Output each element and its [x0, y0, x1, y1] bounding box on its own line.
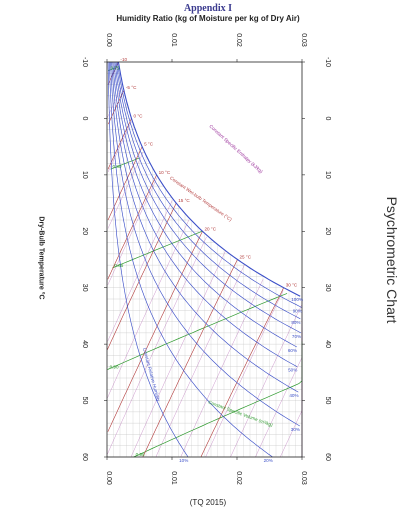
- rh-label: 10%: [179, 458, 188, 463]
- enthalpy-line: [255, 310, 303, 458]
- rh-line: [113, 61, 297, 348]
- volume-label: 0.75: [110, 65, 119, 70]
- humidity-tick-label-top: 0.00: [105, 33, 112, 47]
- app-title: Appendix I: [183, 3, 233, 14]
- wetbulb-line: [107, 146, 143, 221]
- volume-line: [107, 293, 288, 370]
- annotation-enthalpy: Constant Specific Enthalpy (kJ/kg): [208, 124, 264, 175]
- volume-line: [112, 230, 203, 269]
- enthalpy-line: [155, 265, 245, 458]
- wetbulb-label: 0 °C: [134, 113, 144, 118]
- enthalpy-line: [107, 152, 144, 229]
- enthalpy-lines: [106, 87, 303, 458]
- rh-label: 80%: [291, 320, 300, 325]
- wetbulb-label: -10: [120, 57, 127, 62]
- wetbulb-label: 30 °C: [286, 283, 298, 288]
- temp-tick-label-right: 30: [324, 284, 331, 292]
- wetbulb-line: [107, 231, 203, 432]
- wetbulb-label: 5 °C: [144, 142, 154, 147]
- rh-line: [110, 61, 300, 427]
- rh-label: 70%: [292, 334, 301, 339]
- rh-line: [115, 61, 301, 320]
- plot-border: [106, 61, 303, 458]
- temp-tick-label-right: 10: [324, 171, 331, 179]
- wetbulb-line: [200, 287, 284, 458]
- rh-line: [116, 61, 302, 308]
- humidity-tick-label-top: 0.03: [300, 33, 307, 47]
- rh-line: [111, 61, 299, 393]
- temp-tick-label-right: -10: [324, 57, 331, 67]
- rh-line: [117, 61, 301, 297]
- wetbulb-line: [107, 118, 132, 170]
- wetbulb-line: [107, 174, 157, 280]
- enthalpy-line: [130, 250, 226, 458]
- volume-line: [110, 157, 140, 170]
- wetbulb-label: 10 °C: [159, 170, 171, 175]
- temp-tick-label-right: 20: [324, 227, 331, 235]
- humidity-tick-label-top: 0.01: [170, 33, 177, 47]
- volume-label: 0.80: [113, 164, 122, 169]
- temp-tick-label-left: 30: [81, 284, 88, 292]
- temp-tick-label-right: 40: [324, 340, 331, 348]
- rh-label: 100%: [291, 297, 303, 302]
- volume-label: 0.90: [110, 365, 119, 370]
- rh-label: 90%: [293, 308, 302, 313]
- volume-label: 0.95: [136, 452, 145, 457]
- rh-label: 50%: [288, 368, 297, 373]
- tick-layer: -10 -10 0 0 10 10 20 20 30 30 40 40 50 50 60 60 0.00 0.00…: [81, 33, 331, 485]
- humidity-tick-label-bottom: 0.01: [170, 471, 177, 485]
- humidity-axis-title: Humidity Ratio (kg of Moisture per kg of…: [116, 14, 300, 23]
- source-note: (TQ 2015): [189, 498, 227, 507]
- chart-frame: [106, 61, 303, 458]
- temp-tick-label-right: 60: [324, 453, 331, 461]
- temp-tick-label-left: 20: [81, 227, 88, 235]
- rh-label: 20%: [264, 458, 273, 463]
- temp-tick-label-left: 0: [81, 116, 88, 120]
- wetbulb-lines: [107, 61, 284, 458]
- temp-tick-label-left: 60: [81, 453, 88, 461]
- temp-tick-label-left: 40: [81, 340, 88, 348]
- wetbulb-line: [107, 202, 177, 350]
- temp-tick-label-right: 50: [324, 397, 331, 405]
- curve-labels: 0.75 0.80 0.85 0.90 0.95 -10 -5 °C 0 °C 5 °C 10 °…: [110, 57, 303, 463]
- rh-label: 40%: [289, 393, 298, 398]
- rh-label: 60%: [288, 348, 297, 353]
- rh-line: [108, 61, 273, 458]
- enthalpy-line: [230, 299, 303, 458]
- wetbulb-label: 15 °C: [178, 198, 190, 203]
- rh-line: [114, 61, 302, 334]
- volume-lines: [107, 67, 303, 458]
- rh-label: 30%: [291, 427, 300, 432]
- humidity-tick-label-bottom: 0.00: [105, 471, 112, 485]
- enthalpy-line: [205, 290, 284, 458]
- enthalpy-line: [107, 177, 158, 285]
- wetbulb-label: -5 °C: [126, 85, 137, 90]
- humidity-tick-label-bottom: 0.03: [300, 471, 307, 485]
- rh-line: [107, 61, 189, 458]
- grid-layer: [107, 61, 302, 458]
- rh-line: [112, 61, 298, 367]
- humidity-tick-label-top: 0.02: [235, 33, 242, 47]
- volume-label: 0.85: [114, 263, 123, 268]
- enthalpy-line: [107, 121, 132, 173]
- wetbulb-label: 25 °C: [239, 255, 251, 260]
- wetbulb-label: 20 °C: [205, 226, 217, 231]
- temp-tick-label-left: -10: [81, 57, 88, 67]
- temp-tick-label-left: 50: [81, 397, 88, 405]
- enthalpy-line: [107, 200, 173, 342]
- temp-tick-label-left: 10: [81, 171, 88, 179]
- rh-lines: [107, 61, 302, 458]
- wetbulb-line: [142, 259, 238, 458]
- temp-tick-label-right: 0: [324, 116, 331, 120]
- enthalpy-line: [107, 236, 207, 455]
- humidity-tick-label-bottom: 0.02: [235, 471, 242, 485]
- enthalpy-line: [107, 219, 190, 398]
